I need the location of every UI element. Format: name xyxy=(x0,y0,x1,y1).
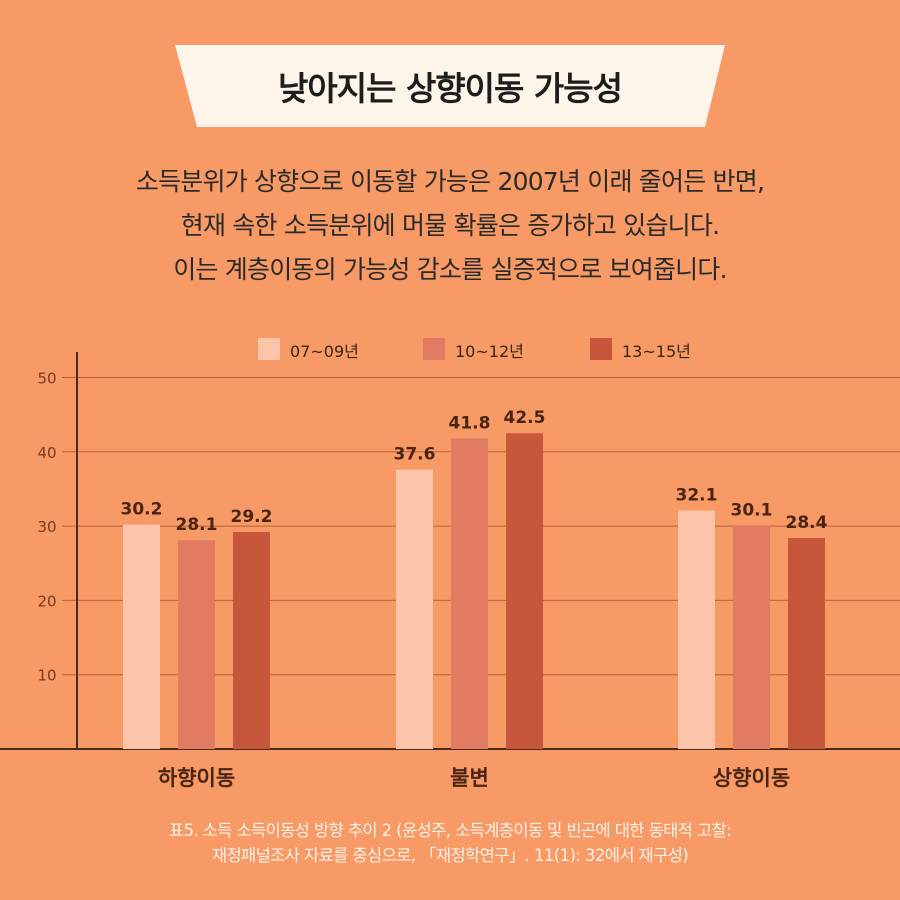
y-tick-label: 10 xyxy=(37,667,56,685)
source-note: 표5. 소득 소득이동성 방향 추이 2 (윤성주, 소득계층이동 및 빈곤에 … xyxy=(0,818,900,868)
legend-swatch xyxy=(590,338,612,360)
page-title: 낮아지는 상향이동 가능성 xyxy=(278,69,623,108)
data-label: 30.2 xyxy=(121,500,163,520)
data-label: 29.2 xyxy=(231,507,273,527)
data-label: 28.4 xyxy=(786,513,828,533)
subtitle-line: 현재 속한 소득분위에 머물 확률은 증가하고 있습니다. xyxy=(180,211,720,240)
data-label: 42.5 xyxy=(504,408,546,428)
data-label: 41.8 xyxy=(449,413,491,433)
legend-label: 10~12년 xyxy=(455,342,524,361)
x-tick-label: 불변 xyxy=(450,766,489,790)
y-tick-label: 30 xyxy=(37,518,56,536)
bar-chart: 10 20 30 40 50 30.2 37.6 32.1 28.1 41.8 30.1 29.2 42… xyxy=(0,338,900,790)
data-label: 30.1 xyxy=(731,500,773,520)
bar xyxy=(396,469,433,749)
x-tick-label: 상향이동 xyxy=(713,766,790,790)
legend-label: 07~09년 xyxy=(290,342,359,361)
data-label: 32.1 xyxy=(676,485,718,505)
subtitle-line: 소득분위가 상향으로 이동할 가능은 2007년 이래 줄어든 반면, xyxy=(135,167,765,196)
data-label: 37.6 xyxy=(394,445,436,465)
y-tick-label: 40 xyxy=(37,444,56,462)
x-tick-label: 하향이동 xyxy=(158,766,235,790)
bar xyxy=(733,525,770,749)
subtitle-line: 이는 계층이동의 가능성 감소를 실증적으로 보여줍니다. xyxy=(173,255,727,284)
bar xyxy=(788,537,825,749)
data-label: 28.1 xyxy=(176,515,218,535)
legend-swatch xyxy=(423,338,445,360)
bar xyxy=(678,510,715,749)
source-line: 재정패널조사 자료를 중심으로, 「재정학연구」. 11(1): 32에서 재구… xyxy=(211,846,689,865)
subtitle: 소득분위가 상향으로 이동할 가능은 2007년 이래 줄어든 반면, 현재 속… xyxy=(0,160,900,292)
bar xyxy=(123,524,160,749)
title-banner: 낮아지는 상향이동 가능성 xyxy=(175,45,725,127)
bar xyxy=(233,532,270,749)
bar xyxy=(506,433,543,749)
legend-label: 13~15년 xyxy=(622,342,691,361)
bar xyxy=(451,438,488,749)
legend-swatch xyxy=(258,338,280,360)
bar xyxy=(178,540,215,749)
source-line: 표5. 소득 소득이동성 방향 추이 2 (윤성주, 소득계층이동 및 빈곤에 … xyxy=(168,821,732,840)
y-tick-label: 20 xyxy=(37,592,56,610)
banner-shape xyxy=(175,45,725,127)
y-tick-label: 50 xyxy=(37,370,56,388)
